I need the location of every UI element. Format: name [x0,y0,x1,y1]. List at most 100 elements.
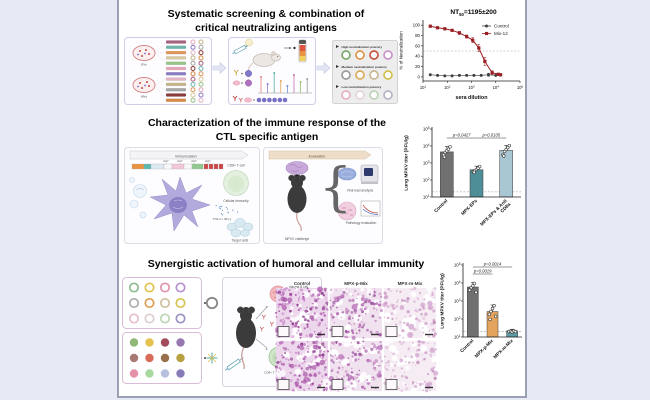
inset-box [385,379,398,390]
virus-ev-label: EVs [141,63,147,67]
mix-lung-titer-chart: 101 102 103 104 105 Lung MPXV titer (PFU/g) Co… [440,262,522,360]
legend-entry: Control [494,24,509,29]
flow-arrow-icon [316,61,331,75]
evaluation-diagram: Evaluation MPXV challenge Viral load ana… [263,147,383,244]
p-value-label: p=0.0105 [482,133,501,138]
inset-box [331,326,344,337]
cellular-immunity-label: Cellular immunity [223,199,249,203]
weight-curve-icon [360,200,381,217]
syringe-icon [225,357,244,371]
svg-text:105: 105 [423,126,430,132]
titer-peaks-plot [258,72,312,94]
cytokines-label: TNF-α / IFN-γ [213,217,232,221]
virus-ev-icon [132,45,156,61]
target-cells-icon [226,218,254,238]
virus-mv-label: MVs [141,95,148,99]
potency-row-label: Low neutralization potency [342,85,382,89]
svg-text:60: 60 [415,43,420,48]
svg-text:101: 101 [420,84,427,90]
linker-label: AAY [177,159,183,163]
cd8-label: CD8+ T cell [227,164,244,168]
svg-text:sera dilution: sera dilution [455,95,487,101]
dendritic-cell-icon [149,176,211,232]
category-label: MPX-m-Mix [492,338,514,360]
bar [440,151,454,198]
category-label: Control [459,338,474,353]
svg-text:% of Neutralization: % of Neutralization [399,31,404,70]
challenged-mouse-icon [287,174,307,232]
svg-text:103: 103 [454,298,461,304]
p-value-label: p=0.0427 [452,133,471,138]
svg-text:100: 100 [413,23,421,28]
immunization-banner-label: Immunization [175,154,196,158]
evaluation-banner [268,150,372,160]
antibody-icons [259,314,274,332]
section2-title: Characterization of the immune response … [122,117,412,144]
neutralization-curve-chart: 0 20 40 60 80 100 101 102 103 104 105 sera dilution… [399,9,524,101]
inset-box [277,379,290,390]
svg-text:104: 104 [454,280,461,286]
bar [499,150,513,198]
histology-image [326,286,385,340]
histology-circle-icon [337,201,357,221]
combined-plasmid-icon [205,296,219,310]
histology-col-control: Control [294,281,310,286]
category-label: Control [433,198,448,213]
svg-text:Lung MPXV titer (PFU/g): Lung MPXV titer (PFU/g) [404,135,410,191]
linker-label: AAY [163,159,169,163]
target-cells-label: Target cells [232,239,249,243]
viral-load-label: Viral load analysis [347,189,374,193]
plasmid-mix-panel [122,277,219,329]
svg-text:101: 101 [454,334,461,340]
antigen-library-diagram: EVs MVs [124,37,212,105]
section1-title: Systematic screening & combination of cr… [122,8,410,35]
svg-text:102: 102 [454,316,461,322]
qpcr-machine-icon [360,164,379,184]
svg-text:105: 105 [517,84,524,90]
bar [469,169,484,198]
histology-image [382,285,437,341]
brace-glyph: { [319,158,353,218]
section2-title-line1: Characterization of the immune response … [147,117,387,129]
inset-box [277,326,290,337]
evaluation-banner-label: Evaluation [309,154,326,158]
dna-construct-icon: AAY AAY AAY AAY [131,159,224,170]
antigen-candidate-bars [154,39,204,103]
histology-image [328,338,384,394]
arrow-icon [284,46,296,50]
histology-column-headers: Control MPX-p-Mix MPX-m-Mix [294,281,423,286]
brain-icon [285,161,309,175]
pathology-label: Pathology evaluation [346,221,377,225]
histology-image [274,340,331,394]
cytokine-dots [215,204,239,216]
histology-col-pmix: MPX-p-Mix [344,281,368,286]
cd8-label: CD8+ T cell [264,371,280,375]
category-label: MPX-p-Mix [474,338,495,359]
section2-title-line2: CTL specific antigen [215,130,319,143]
antibody-binding-rows [232,69,252,87]
svg-text:102: 102 [423,177,430,183]
lung-section-icon [337,167,357,181]
virus-mv-icon [132,77,156,93]
mouse-icon [248,51,281,75]
protein-mix-panel [122,332,218,384]
immunization-banner [129,150,249,160]
cd8-t-cell-icon [223,170,249,196]
svg-text:101: 101 [423,194,430,200]
svg-text:103: 103 [468,84,475,90]
mpxv-challenge-label: MPXV challenge [285,237,310,241]
vaccinated-mouse-icon [236,306,256,370]
pooled-antigen-row [232,95,288,103]
neutralization-potency-screen: High neutralization potency Medium neutra… [332,40,398,104]
svg-text:NT50=1195±200: NT50=1195±200 [450,9,497,17]
culture-dish-icon [245,38,253,47]
svg-text:105: 105 [454,262,461,268]
immunization-screening-diagram [228,37,316,105]
section1-title-line2: critical neutralizing antigens [195,21,337,34]
svg-text:20: 20 [415,64,420,69]
linker-label: AAY [205,159,211,163]
inset-box [385,326,398,337]
potency-row-label: High neutralization potency [342,45,383,49]
blood-tube-icon [298,39,307,63]
syringe-icon [232,43,252,55]
